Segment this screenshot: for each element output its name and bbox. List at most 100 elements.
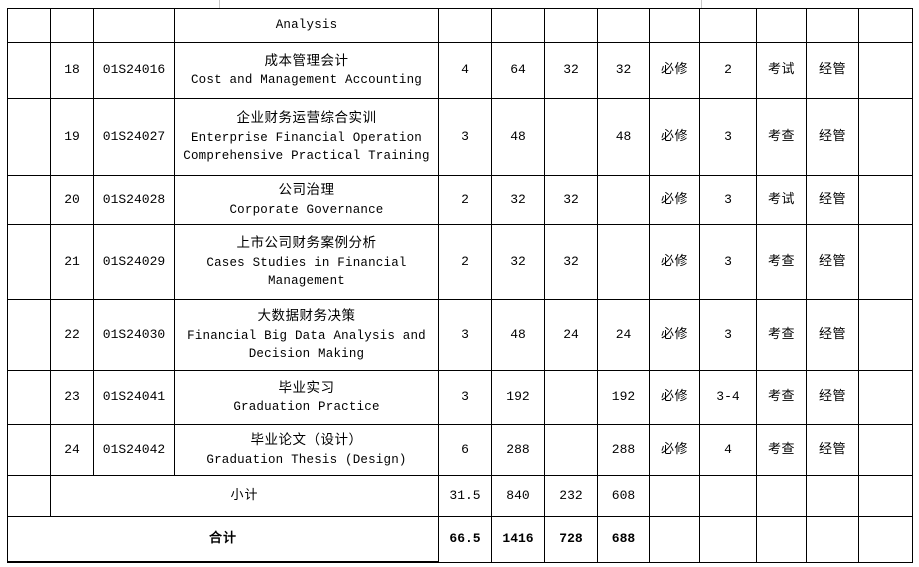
- cell-course-name: 企业财务运营综合实训 Enterprise Financial Operatio…: [174, 98, 439, 176]
- cell-term: 4: [699, 424, 757, 476]
- cell-term: 2: [699, 42, 757, 99]
- subtotal-lecture-hours: 232: [544, 475, 598, 517]
- cell-assessment: 考查: [756, 299, 807, 371]
- cell-term: 3: [699, 299, 757, 371]
- cell-credit: 6: [438, 424, 492, 476]
- subtotal-term: [699, 475, 757, 517]
- cell-code: 01S24042: [93, 424, 175, 476]
- total-course-type: [649, 516, 700, 563]
- cell-assessment: 考查: [756, 370, 807, 425]
- cell-remark: [858, 175, 913, 225]
- cell-total-hours: 48: [491, 98, 545, 176]
- course-name-en-line2: Comprehensive Practical Training: [183, 148, 430, 163]
- course-name-cn: 大数据财务决策: [257, 308, 356, 325]
- cell-remark: [858, 98, 913, 176]
- cell-course-type: 必修: [649, 424, 700, 476]
- course-name-en: Corporate Governance: [229, 202, 384, 217]
- table-row: 18 01S24016 成本管理会计 Cost and Management A…: [7, 42, 913, 99]
- cell-lecture-hours: [544, 98, 598, 176]
- cell-department: [806, 8, 859, 43]
- cell-course-type: 必修: [649, 175, 700, 225]
- cell-seq: 23: [50, 370, 94, 425]
- cell-course-name: 上市公司财务案例分析 Cases Studies in Financial Ma…: [174, 224, 439, 300]
- total-practice-hours: 688: [597, 516, 650, 563]
- gutter-cell: [7, 42, 51, 99]
- cell-department: 经管: [806, 42, 859, 99]
- course-name-en-line2: Decision Making: [248, 346, 365, 361]
- course-name-cn: 成本管理会计: [264, 52, 349, 69]
- cell-department: 经管: [806, 424, 859, 476]
- cell-remark: [858, 370, 913, 425]
- total-row: 合计 66.5 1416 728 688: [7, 516, 913, 563]
- gutter-cell: [7, 299, 51, 371]
- course-name-cn: 毕业实习: [278, 379, 335, 396]
- cell-lecture-hours: [544, 424, 598, 476]
- cell-total-hours: 192: [491, 370, 545, 425]
- course-name-en: Graduation Thesis (Design): [206, 452, 407, 467]
- cell-course-type: [649, 8, 700, 43]
- cell-code: 01S24030: [93, 299, 175, 371]
- cell-code: 01S24029: [93, 224, 175, 300]
- subtotal-total-hours: 840: [491, 475, 545, 517]
- cell-credit: 4: [438, 42, 492, 99]
- cell-course-type: 必修: [649, 370, 700, 425]
- cell-credit: 2: [438, 224, 492, 300]
- course-table: Analysis 18 01S24016 成本管理会计 Cost a: [7, 8, 913, 563]
- total-label: 合计: [7, 516, 439, 563]
- cell-lecture-hours: 32: [544, 42, 598, 99]
- cell-lecture-hours: 24: [544, 299, 598, 371]
- total-total-hours: 1416: [491, 516, 545, 563]
- table-row: 24 01S24042 毕业论文（设计） Graduation Thesis (…: [7, 424, 913, 476]
- cell-total-hours: 288: [491, 424, 545, 476]
- cell-lecture-hours: [544, 8, 598, 43]
- cell-course-type: 必修: [649, 98, 700, 176]
- cell-credit: [438, 8, 492, 43]
- subtotal-assessment: [756, 475, 807, 517]
- cell-seq: 24: [50, 424, 94, 476]
- cell-practice-hours: 48: [597, 98, 650, 176]
- cell-assessment: 考查: [756, 424, 807, 476]
- cell-course-type: 必修: [649, 42, 700, 99]
- subtotal-course-type: [649, 475, 700, 517]
- table-row-continued: Analysis: [7, 8, 913, 43]
- cell-assessment: 考试: [756, 175, 807, 225]
- cell-total-hours: 48: [491, 299, 545, 371]
- course-name-en: Cases Studies in Financial: [206, 255, 407, 270]
- course-name-en: Enterprise Financial Operation: [190, 130, 423, 145]
- subtotal-department: [806, 475, 859, 517]
- cell-course-name: 毕业论文（设计） Graduation Thesis (Design): [174, 424, 439, 476]
- cell-term: 3: [699, 224, 757, 300]
- cell-practice-hours: [597, 175, 650, 225]
- cell-seq: 20: [50, 175, 94, 225]
- cell-seq: [50, 8, 94, 43]
- cell-remark: [858, 42, 913, 99]
- total-department: [806, 516, 859, 563]
- cell-practice-hours: 24: [597, 299, 650, 371]
- gutter-cell: [7, 98, 51, 176]
- total-lecture-hours: 728: [544, 516, 598, 563]
- course-name-en: Graduation Practice: [233, 400, 380, 415]
- cell-course-name: Analysis: [174, 8, 439, 43]
- cell-seq: 19: [50, 98, 94, 176]
- cell-code: 01S24041: [93, 370, 175, 425]
- gutter-cell: [7, 175, 51, 225]
- course-name-en: Financial Big Data Analysis and: [187, 328, 426, 343]
- table-row: 19 01S24027 企业财务运营综合实训 Enterprise Financ…: [7, 98, 913, 176]
- gutter-cell: [7, 370, 51, 425]
- table-row: 22 01S24030 大数据财务决策 Financial Big Data A…: [7, 299, 913, 371]
- cell-department: 经管: [806, 175, 859, 225]
- cell-credit: 3: [438, 98, 492, 176]
- total-credit: 66.5: [438, 516, 492, 563]
- cell-lecture-hours: 32: [544, 175, 598, 225]
- subtotal-row: 小计 31.5 840 232 608: [7, 475, 913, 517]
- gutter-cell: [7, 475, 51, 517]
- cell-course-name: 成本管理会计 Cost and Management Accounting: [174, 42, 439, 99]
- cell-credit: 3: [438, 299, 492, 371]
- cell-course-name: 毕业实习 Graduation Practice: [174, 370, 439, 425]
- cell-department: 经管: [806, 299, 859, 371]
- cell-seq: 22: [50, 299, 94, 371]
- cell-remark: [858, 8, 913, 43]
- cell-assessment: 考试: [756, 42, 807, 99]
- cell-term: [699, 8, 757, 43]
